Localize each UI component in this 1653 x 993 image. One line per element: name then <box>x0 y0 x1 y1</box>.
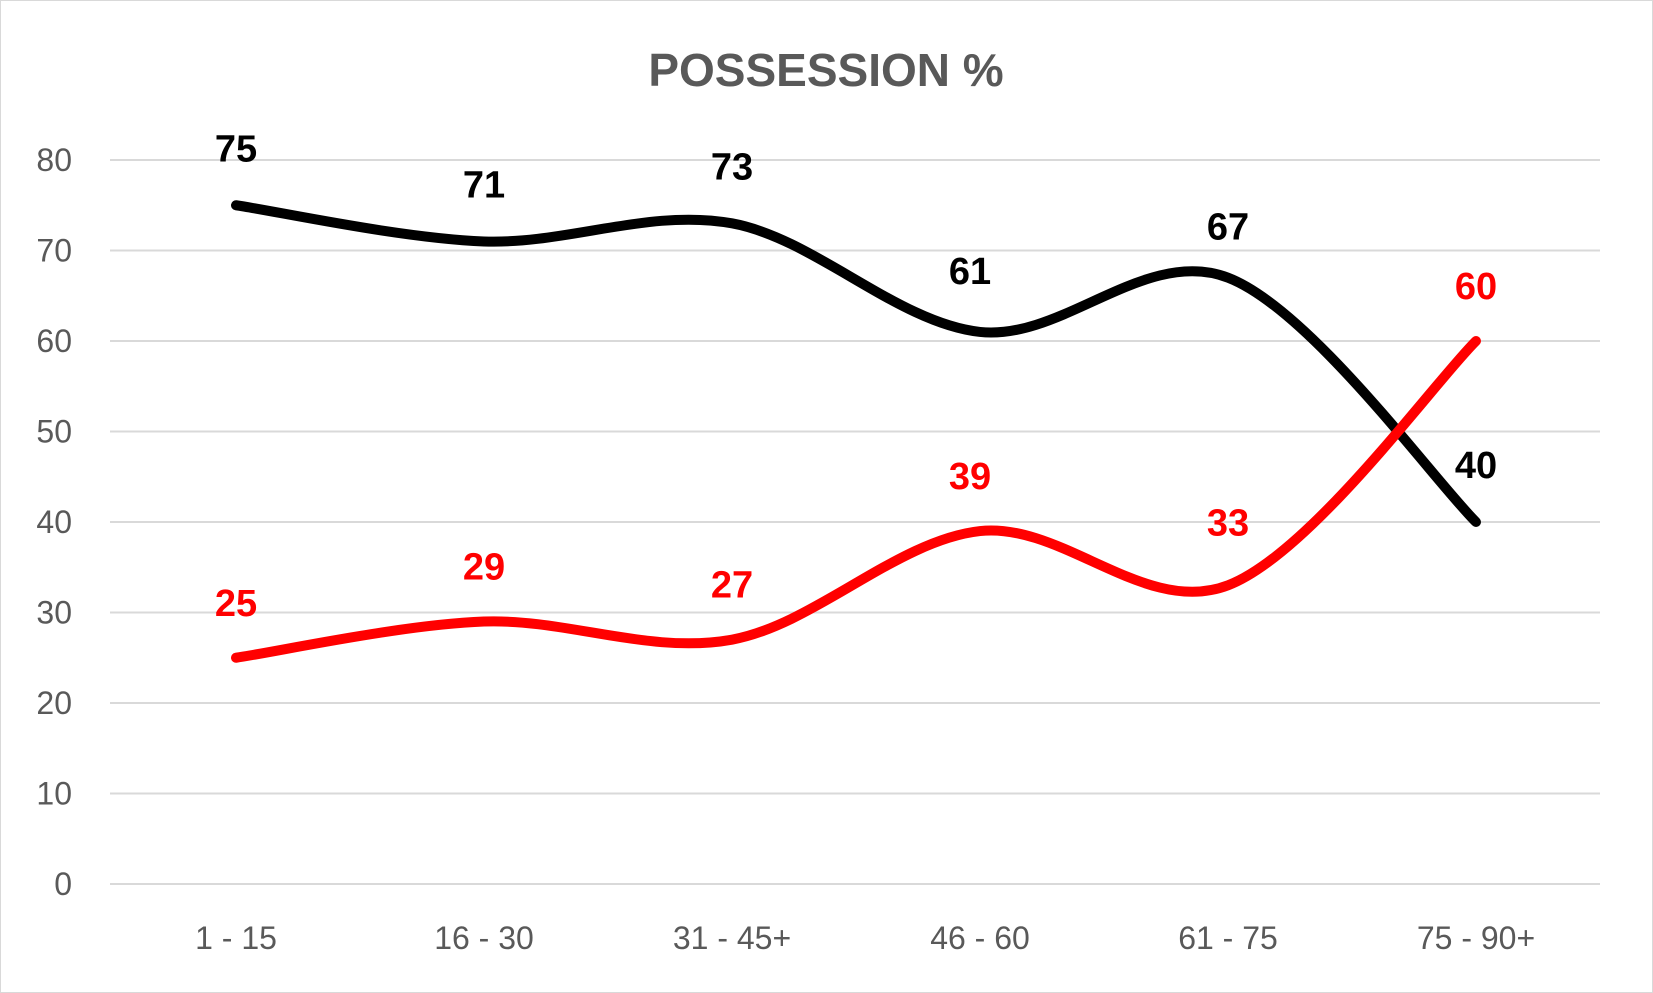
x-tick-label: 46 - 60 <box>930 920 1030 956</box>
y-tick-label: 40 <box>36 504 72 540</box>
y-tick-label: 20 <box>36 685 72 721</box>
data-label: 29 <box>463 547 505 589</box>
x-tick-label: 61 - 75 <box>1178 920 1278 956</box>
y-tick-label: 0 <box>54 866 72 902</box>
data-label: 39 <box>949 456 991 498</box>
data-label: 25 <box>215 583 257 625</box>
series-lines <box>231 200 1481 663</box>
y-tick-label: 80 <box>36 142 72 178</box>
y-tick-label: 70 <box>36 233 72 269</box>
y-tick-label: 50 <box>36 414 72 450</box>
y-tick-label: 60 <box>36 323 72 359</box>
y-axis-ticks: 0 10 20 30 40 50 60 70 80 <box>36 142 72 902</box>
data-label: 75 <box>215 128 257 170</box>
x-tick-label: 75 - 90+ <box>1417 920 1535 956</box>
data-labels: 75 71 73 61 67 40 25 29 27 39 33 60 <box>215 128 1497 625</box>
x-axis-ticks: 1 - 15 16 - 30 31 - 45+ 46 - 60 61 - 75 75 - … <box>195 920 1535 956</box>
x-tick-label: 31 - 45+ <box>673 920 791 956</box>
y-tick-label: 30 <box>36 595 72 631</box>
data-label: 67 <box>1207 207 1249 249</box>
data-label: 73 <box>711 146 753 188</box>
series-line-2 <box>231 336 1481 663</box>
x-tick-label: 1 - 15 <box>195 920 277 956</box>
x-tick-label: 16 - 30 <box>434 920 534 956</box>
series-line-1 <box>231 200 1481 527</box>
chart-title: POSSESSION % <box>648 44 1003 96</box>
data-label: 27 <box>711 565 753 607</box>
gridlines <box>110 159 1600 885</box>
data-label: 40 <box>1455 445 1497 487</box>
data-label: 71 <box>463 164 505 206</box>
data-label: 60 <box>1455 266 1497 308</box>
data-label: 61 <box>949 251 991 293</box>
y-tick-label: 10 <box>36 776 72 812</box>
data-label: 33 <box>1207 502 1249 544</box>
